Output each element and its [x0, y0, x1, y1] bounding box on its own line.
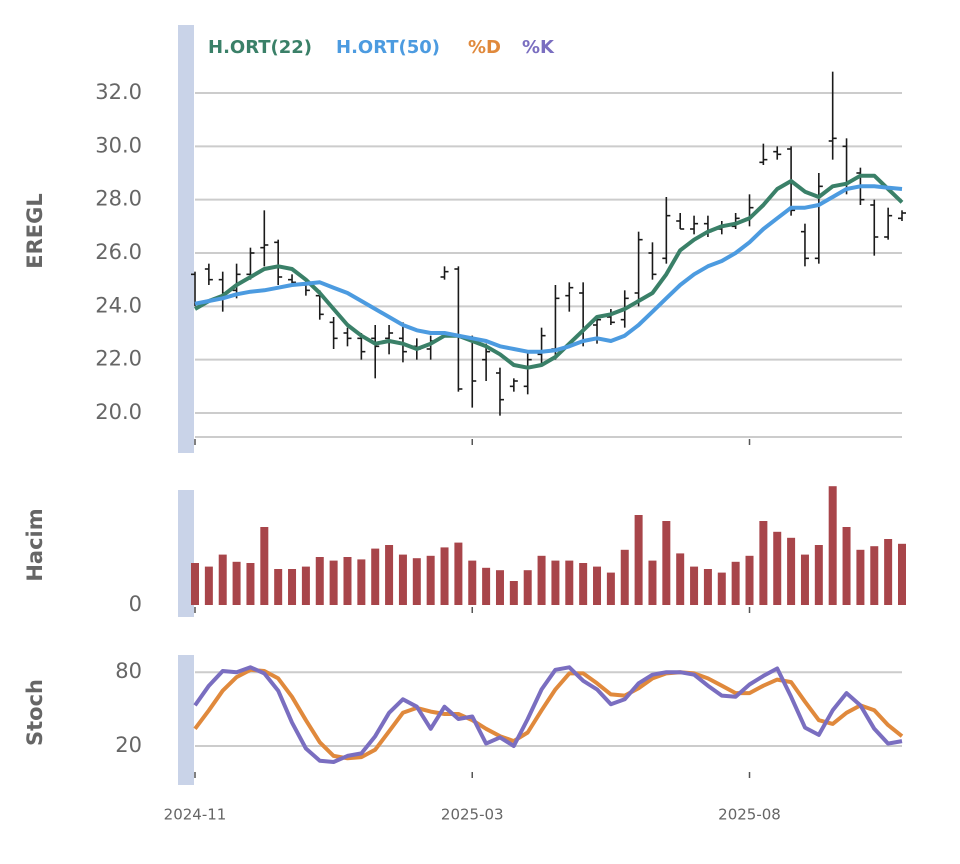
- line-series: [194, 173, 904, 370]
- y-tick-label: 26.0: [95, 240, 142, 264]
- bar: [495, 570, 504, 605]
- bar: [288, 569, 297, 605]
- bar: [315, 557, 324, 605]
- bar: [717, 572, 726, 605]
- legend-entry: H.ORT(22): [208, 37, 312, 58]
- bar: [232, 561, 241, 605]
- bar: [759, 521, 768, 605]
- bar: [357, 559, 366, 605]
- bar: [191, 563, 199, 605]
- panel-strip: [178, 490, 194, 617]
- bar: [731, 561, 740, 605]
- bar: [856, 549, 865, 605]
- bar: [842, 527, 851, 605]
- y-tick-label: 0: [129, 592, 142, 616]
- bar: [371, 548, 380, 605]
- y-tick-label: 20: [115, 733, 142, 757]
- bar: [634, 515, 643, 605]
- y-tick-label: 32.0: [95, 80, 142, 104]
- bar: [898, 543, 906, 605]
- bar: [676, 553, 685, 605]
- bar: [482, 567, 491, 605]
- y-axis-label: Hacim: [23, 508, 47, 581]
- bar: [260, 527, 269, 605]
- bar: [426, 555, 435, 605]
- bar: [884, 539, 893, 605]
- legend-entry: %D: [468, 37, 501, 58]
- bar: [274, 569, 283, 605]
- bar: [523, 570, 532, 605]
- bar: [579, 563, 588, 605]
- bar: [343, 557, 352, 605]
- bar: [218, 554, 227, 605]
- bar: [800, 554, 809, 605]
- y-tick-label: 30.0: [95, 133, 142, 157]
- bar: [537, 555, 546, 605]
- bar: [301, 566, 310, 605]
- bar: [593, 566, 602, 605]
- x-tick-label: 2025-03: [441, 806, 504, 824]
- bar: [440, 547, 449, 605]
- bar: [551, 560, 560, 605]
- bar: [828, 486, 837, 605]
- bar: [870, 546, 879, 605]
- bar: [814, 545, 823, 605]
- bar: [690, 566, 699, 605]
- line-series: [194, 184, 903, 354]
- bar: [662, 521, 671, 605]
- y-tick-label: 20.0: [95, 400, 142, 424]
- legend-entry: H.ORT(50): [336, 37, 440, 58]
- y-axis-label: Stoch: [23, 679, 47, 746]
- panel-strip: [178, 655, 194, 785]
- bar: [246, 563, 255, 605]
- y-tick-label: 80: [115, 659, 142, 683]
- bar: [454, 542, 463, 605]
- bar: [745, 555, 754, 605]
- bar: [412, 558, 421, 605]
- bar: [787, 537, 796, 605]
- y-axis-label: EREGL: [23, 193, 47, 268]
- bar: [773, 531, 782, 605]
- x-tick-label: 2025-08: [718, 806, 781, 824]
- bar: [329, 560, 338, 605]
- bar: [606, 572, 615, 605]
- bar: [385, 545, 394, 605]
- bar: [565, 560, 574, 605]
- y-tick-label: 24.0: [95, 293, 142, 317]
- bar: [703, 569, 712, 605]
- bar: [648, 560, 657, 605]
- bar: [398, 554, 407, 605]
- y-tick-label: 28.0: [95, 187, 142, 211]
- bar: [620, 549, 629, 605]
- line-series: [193, 665, 903, 764]
- panel-strip: [178, 25, 194, 453]
- bar: [509, 581, 518, 605]
- x-tick-label: 2024-11: [164, 806, 227, 824]
- bar: [204, 566, 213, 605]
- y-tick-label: 22.0: [95, 347, 142, 371]
- legend-entry: %K: [522, 37, 555, 58]
- bar: [468, 560, 477, 605]
